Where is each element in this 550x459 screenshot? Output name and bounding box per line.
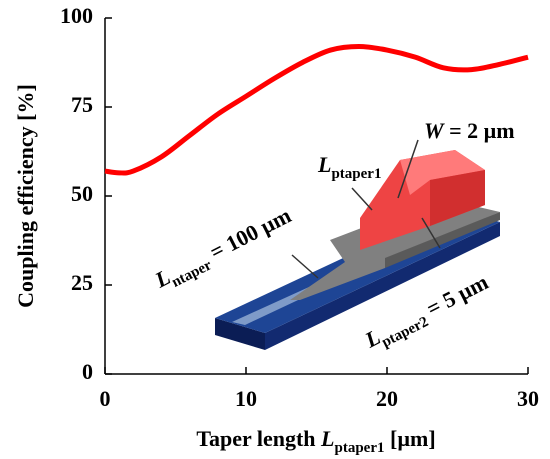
device-illustration: [215, 139, 500, 350]
text-part: ptaper2: [379, 314, 431, 351]
text-part: = 5 µm: [417, 269, 492, 324]
text-part: = 2 µm: [444, 118, 515, 143]
annotation: W = 2 µm: [424, 118, 515, 143]
x-tick-label: 20: [376, 386, 398, 411]
y-tick-label: 0: [82, 359, 93, 384]
x-tick-label: 10: [235, 386, 257, 411]
annotation: Lptaper1: [317, 152, 381, 182]
x-axis-title: Taper length Lptaper1 [µm]: [196, 426, 435, 456]
y-tick-label: 50: [71, 181, 93, 206]
y-tick-label: 75: [71, 92, 93, 117]
annotation: Lntaper = 100 µm: [150, 203, 297, 298]
text-part: [µm]: [385, 426, 436, 451]
data-line: [104, 43, 529, 176]
y-axis-title: Coupling efficiency [%]: [13, 84, 38, 308]
x-tick-label: 0: [100, 386, 111, 411]
x-tick-label: 30: [517, 386, 539, 411]
y-tick-label: 25: [71, 270, 93, 295]
text-part: = 100 µm: [201, 203, 295, 268]
text-part: ptaper1: [335, 440, 385, 456]
text-part: W: [424, 118, 445, 143]
text-part: L: [320, 426, 334, 451]
text-part: Taper length: [196, 426, 321, 451]
text-part: ntaper: [169, 257, 214, 291]
text-part: ptaper1: [331, 166, 381, 182]
text-part: L: [317, 152, 331, 177]
leader-lines: [291, 139, 441, 279]
y-tick-label: 100: [60, 3, 93, 28]
